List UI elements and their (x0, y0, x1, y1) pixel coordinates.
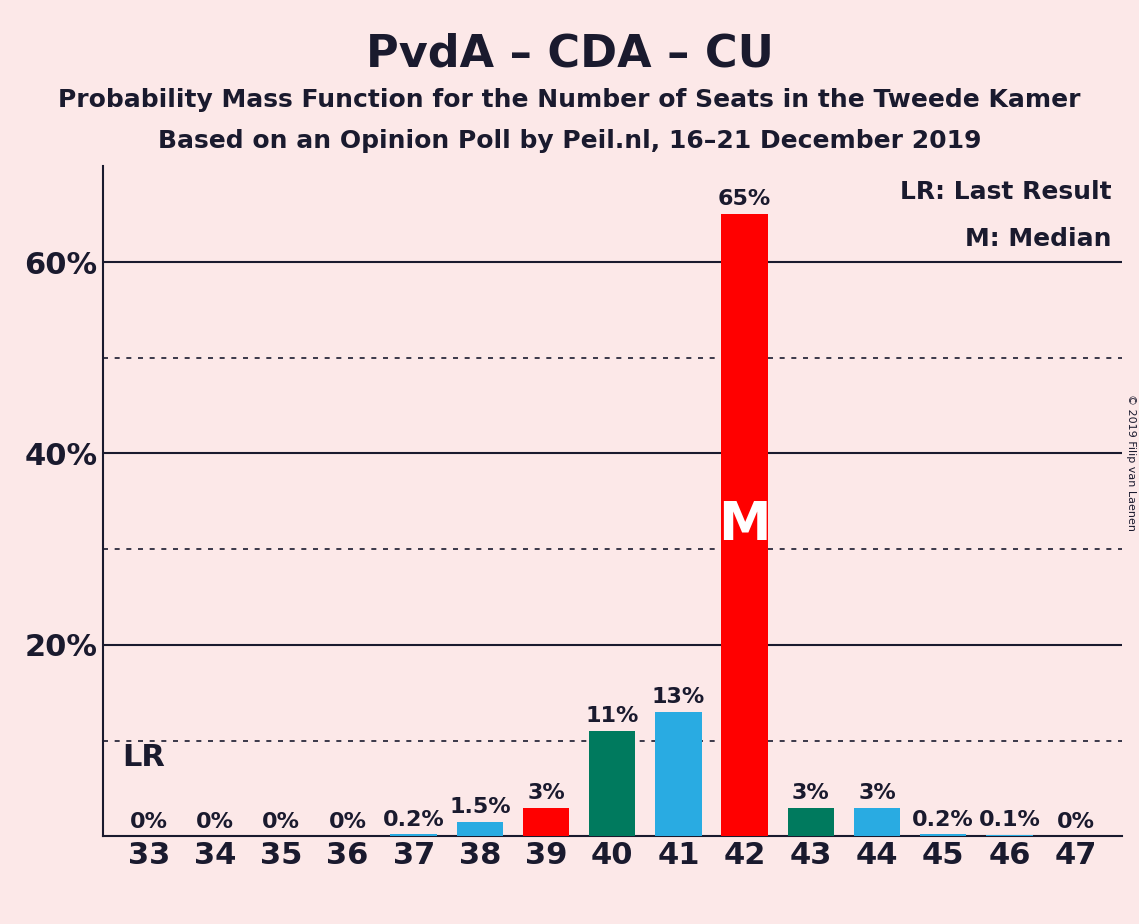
Bar (920, 834, 966, 836)
Text: 3%: 3% (792, 783, 829, 803)
Bar (986, 835, 1033, 836)
Bar (655, 711, 702, 836)
Text: Probability Mass Function for the Number of Seats in the Tweede Kamer: Probability Mass Function for the Number… (58, 88, 1081, 112)
Text: 0.2%: 0.2% (912, 809, 974, 830)
Text: 3%: 3% (858, 783, 896, 803)
Text: Based on an Opinion Poll by Peil.nl, 16–21 December 2019: Based on an Opinion Poll by Peil.nl, 16–… (157, 129, 982, 153)
Text: 0%: 0% (262, 812, 301, 833)
Text: LR: Last Result: LR: Last Result (900, 180, 1112, 203)
Text: M: M (719, 499, 771, 552)
Text: 1.5%: 1.5% (449, 797, 510, 817)
Text: © 2019 Filip van Laenen: © 2019 Filip van Laenen (1126, 394, 1136, 530)
Bar (391, 834, 436, 836)
Text: 0%: 0% (196, 812, 233, 833)
Bar (457, 821, 503, 836)
Text: 13%: 13% (652, 687, 705, 707)
Text: 65%: 65% (718, 189, 771, 210)
Bar (788, 808, 834, 836)
Bar (721, 214, 768, 836)
Text: 11%: 11% (585, 706, 639, 726)
Text: 0%: 0% (328, 812, 367, 833)
Text: M: Median: M: Median (965, 226, 1112, 250)
Bar (523, 808, 570, 836)
Text: 3%: 3% (527, 783, 565, 803)
Text: PvdA – CDA – CU: PvdA – CDA – CU (366, 32, 773, 76)
Text: 0%: 0% (1057, 812, 1095, 833)
Text: LR: LR (122, 744, 165, 772)
Text: 0.2%: 0.2% (383, 809, 444, 830)
Text: 0.1%: 0.1% (978, 810, 1040, 831)
Bar (854, 808, 900, 836)
Bar (589, 731, 636, 836)
Text: 0%: 0% (130, 812, 167, 833)
